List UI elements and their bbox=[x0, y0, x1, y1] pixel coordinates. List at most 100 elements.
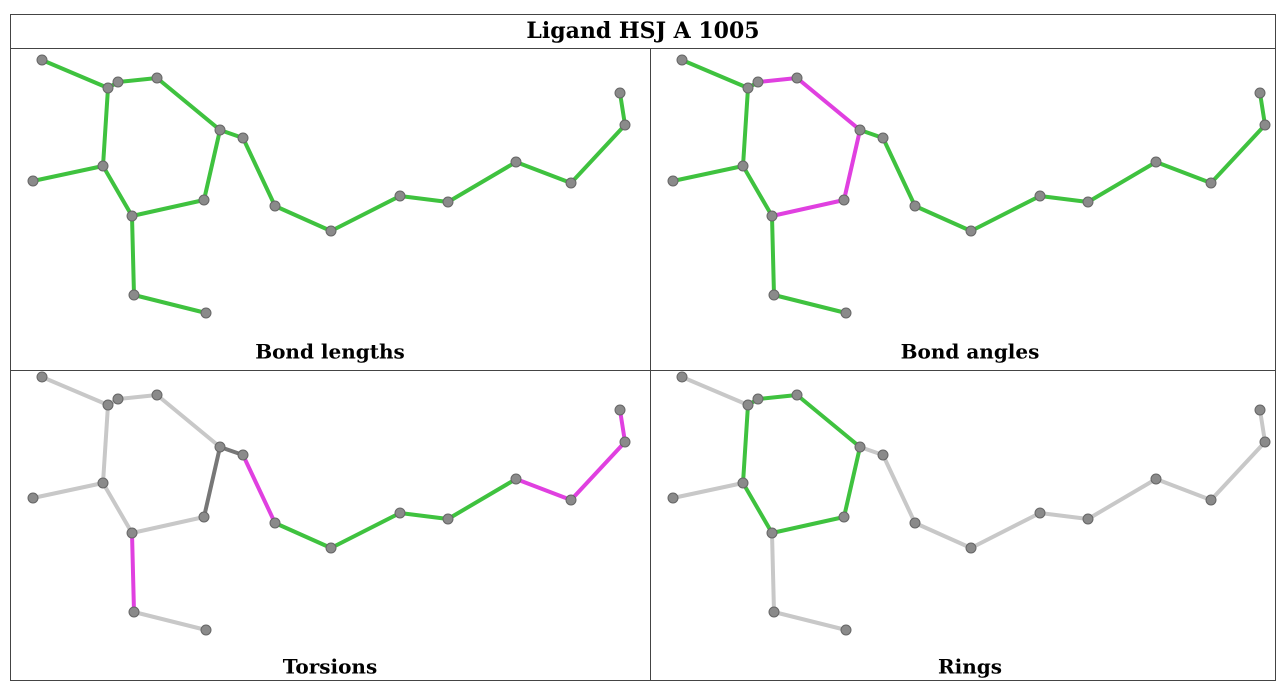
bond bbox=[797, 78, 860, 130]
ligand-figure: Ligand HSJ A 1005 Bond lengthsBond angle… bbox=[0, 0, 1276, 681]
bond bbox=[157, 78, 220, 130]
atom bbox=[511, 157, 521, 167]
bond bbox=[571, 442, 625, 500]
bond bbox=[275, 206, 331, 231]
bond bbox=[42, 377, 108, 405]
atom bbox=[615, 88, 625, 98]
bond bbox=[971, 513, 1040, 548]
atom bbox=[966, 226, 976, 236]
atom bbox=[677, 372, 687, 382]
bond bbox=[774, 612, 846, 630]
bond bbox=[331, 513, 400, 548]
bond bbox=[42, 60, 108, 88]
atom bbox=[878, 450, 888, 460]
atom bbox=[743, 83, 753, 93]
atom bbox=[966, 543, 976, 553]
bond bbox=[103, 405, 108, 483]
bond bbox=[844, 130, 860, 200]
bond bbox=[682, 377, 748, 405]
bond bbox=[134, 295, 206, 313]
bond bbox=[743, 88, 748, 166]
atom bbox=[37, 372, 47, 382]
bond bbox=[1211, 442, 1265, 500]
atom bbox=[910, 518, 920, 528]
atom bbox=[566, 495, 576, 505]
bond bbox=[103, 166, 132, 216]
atom bbox=[443, 197, 453, 207]
atom bbox=[566, 178, 576, 188]
bond bbox=[758, 395, 797, 399]
bond bbox=[883, 455, 915, 523]
atom bbox=[753, 394, 763, 404]
atom bbox=[1035, 191, 1045, 201]
atom bbox=[792, 73, 802, 83]
bond bbox=[243, 138, 275, 206]
atom bbox=[129, 607, 139, 617]
atom bbox=[839, 195, 849, 205]
atom bbox=[855, 125, 865, 135]
atom bbox=[443, 514, 453, 524]
atom bbox=[1260, 437, 1270, 447]
atom bbox=[215, 442, 225, 452]
atom bbox=[1151, 474, 1161, 484]
atom bbox=[743, 400, 753, 410]
bond bbox=[448, 162, 516, 202]
bond bbox=[448, 479, 516, 519]
atom bbox=[753, 77, 763, 87]
atom bbox=[199, 195, 209, 205]
atom bbox=[620, 437, 630, 447]
atom bbox=[767, 528, 777, 538]
bond bbox=[33, 166, 103, 181]
bond bbox=[1040, 196, 1088, 202]
bond bbox=[243, 455, 275, 523]
bond bbox=[204, 130, 220, 200]
bond bbox=[331, 196, 400, 231]
bond bbox=[915, 206, 971, 231]
bond bbox=[516, 162, 571, 183]
atom bbox=[668, 176, 678, 186]
bond bbox=[571, 125, 625, 183]
panel-caption: Rings bbox=[938, 655, 1002, 679]
bond bbox=[1088, 479, 1156, 519]
atom bbox=[738, 161, 748, 171]
atom bbox=[878, 133, 888, 143]
bond bbox=[844, 447, 860, 517]
atom bbox=[326, 226, 336, 236]
bond bbox=[204, 447, 220, 517]
bond bbox=[772, 517, 844, 533]
bond bbox=[673, 483, 743, 498]
atom bbox=[615, 405, 625, 415]
bond bbox=[400, 513, 448, 519]
atom bbox=[1255, 88, 1265, 98]
atom bbox=[28, 176, 38, 186]
atom bbox=[129, 290, 139, 300]
bond bbox=[673, 166, 743, 181]
bond bbox=[743, 483, 772, 533]
bond bbox=[103, 483, 132, 533]
atom bbox=[152, 73, 162, 83]
atom bbox=[1206, 495, 1216, 505]
atom bbox=[769, 290, 779, 300]
atom bbox=[395, 508, 405, 518]
atom bbox=[910, 201, 920, 211]
bond bbox=[797, 395, 860, 447]
bond bbox=[772, 533, 774, 612]
atom bbox=[1151, 157, 1161, 167]
atom bbox=[1035, 508, 1045, 518]
atom bbox=[841, 625, 851, 635]
atom bbox=[37, 55, 47, 65]
bond bbox=[758, 78, 797, 82]
atom bbox=[152, 390, 162, 400]
atom bbox=[769, 607, 779, 617]
bond bbox=[1088, 162, 1156, 202]
atom bbox=[201, 625, 211, 635]
atom bbox=[1260, 120, 1270, 130]
bond bbox=[774, 295, 846, 313]
atom bbox=[1206, 178, 1216, 188]
bond bbox=[772, 216, 774, 295]
bond bbox=[118, 395, 157, 399]
bond bbox=[772, 200, 844, 216]
atom bbox=[511, 474, 521, 484]
panel-caption: Torsions bbox=[283, 655, 377, 679]
atom bbox=[113, 77, 123, 87]
